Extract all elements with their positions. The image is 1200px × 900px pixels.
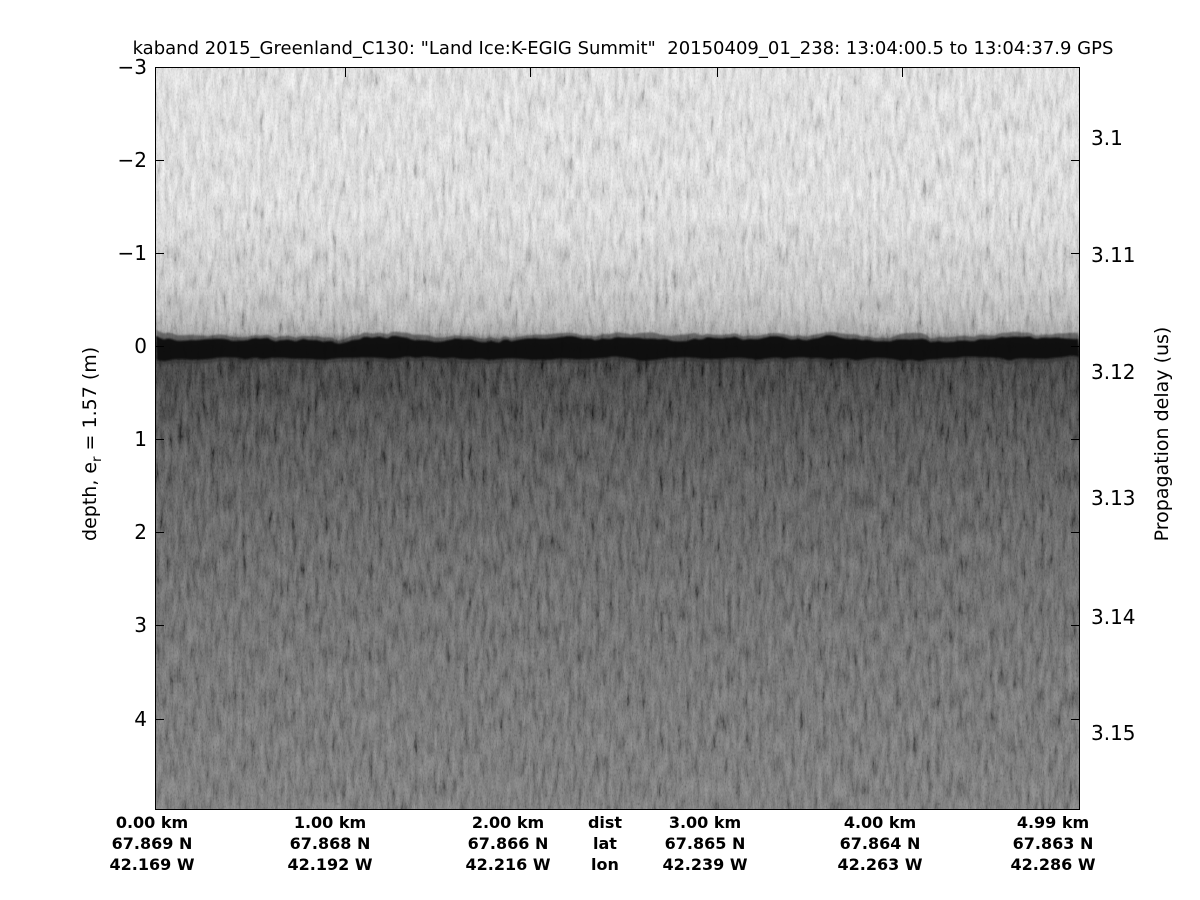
delay-axis-mirror-tick (1071, 346, 1079, 347)
depth-tick (156, 346, 164, 347)
depth-tick-label: −3 (117, 55, 147, 79)
delay-tick-label: 3.11 (1091, 243, 1136, 267)
longitude-label: 42.239 W (662, 855, 748, 874)
depth-tick (156, 253, 164, 254)
depth-axis-label: depth, er = 1.57 (m) (79, 346, 105, 541)
bottom-label-column: 4.99 km 67.863 N 42.286 W (1011, 812, 1096, 875)
time-tick (717, 68, 718, 77)
depth-tick (156, 160, 164, 161)
depth-tick-label: 2 (134, 520, 147, 544)
latitude-label: 67.863 N (1012, 834, 1094, 853)
bottom-label-column: 1.00 km 67.868 N 42.192 W (288, 812, 373, 875)
latitude-label: 67.865 N (664, 834, 746, 853)
distance-label: dist (587, 813, 623, 832)
depth-tick-label: 4 (134, 707, 147, 731)
depth-tick-label: 0 (134, 334, 147, 358)
distance-label: 0.00 km (115, 813, 189, 832)
delay-axis-mirror-tick (1071, 160, 1079, 161)
depth-tick-label: −2 (117, 148, 147, 172)
delay-axis-mirror-tick (1071, 253, 1079, 254)
latitude-label: 67.868 N (289, 834, 371, 853)
distance-label: 4.00 km (843, 813, 917, 832)
delay-tick-label: 3.15 (1091, 721, 1136, 745)
depth-tick-label: 3 (134, 613, 147, 637)
delay-axis-mirror-tick (1071, 439, 1079, 440)
distance-label: 2.00 km (471, 813, 545, 832)
figure-title: kaband 2015_Greenland_C130: "Land Ice:K-… (132, 38, 1114, 59)
longitude-label: 42.169 W (109, 855, 195, 874)
latitude-label: 67.869 N (111, 834, 193, 853)
longitude-label: 42.286 W (1010, 855, 1096, 874)
depth-tick (156, 719, 164, 720)
echogram-image (156, 68, 1079, 809)
depth-tick (156, 439, 164, 440)
longitude-label: 42.263 W (837, 855, 923, 874)
distance-label: 1.00 km (293, 813, 367, 832)
delay-axis-mirror-tick (1071, 719, 1079, 720)
delay-axis-mirror-tick (1071, 532, 1079, 533)
longitude-label: 42.192 W (287, 855, 373, 874)
bottom-label-column: 0.00 km 67.869 N 42.169 W (110, 812, 195, 875)
delay-tick-label: 3.13 (1091, 486, 1136, 510)
bottom-label-column: dist lat lon (588, 812, 622, 875)
depth-tick-label: −1 (117, 241, 147, 265)
bottom-label-column: 3.00 km 67.865 N 42.239 W (663, 812, 748, 875)
delay-tick-label: 3.14 (1091, 605, 1136, 629)
longitude-label: lon (591, 855, 619, 874)
depth-tick (156, 67, 164, 68)
latitude-label: 67.864 N (839, 834, 921, 853)
delay-tick-label: 3.12 (1091, 360, 1136, 384)
depth-axis-label-subscript: r (89, 456, 105, 462)
echogram-fine-grain (156, 68, 1079, 809)
delay-axis-label: Propagation delay (us) (1151, 326, 1173, 542)
depth-tick (156, 532, 164, 533)
echogram-plot (155, 67, 1080, 810)
delay-tick-label: 3.1 (1091, 126, 1123, 150)
time-tick (345, 68, 346, 77)
longitude-label: 42.216 W (465, 855, 551, 874)
time-tick (530, 68, 531, 77)
distance-label: 4.99 km (1016, 813, 1090, 832)
delay-axis-mirror-tick (1071, 625, 1079, 626)
bottom-label-column: 4.00 km 67.864 N 42.263 W (838, 812, 923, 875)
depth-tick (156, 625, 164, 626)
surface-return-band (156, 335, 1079, 362)
depth-tick-label: 1 (134, 427, 147, 451)
time-tick (902, 68, 903, 77)
distance-label: 3.00 km (668, 813, 742, 832)
latitude-label: 67.866 N (467, 834, 549, 853)
bottom-label-column: 2.00 km 67.866 N 42.216 W (466, 812, 551, 875)
latitude-label: lat (593, 834, 617, 853)
